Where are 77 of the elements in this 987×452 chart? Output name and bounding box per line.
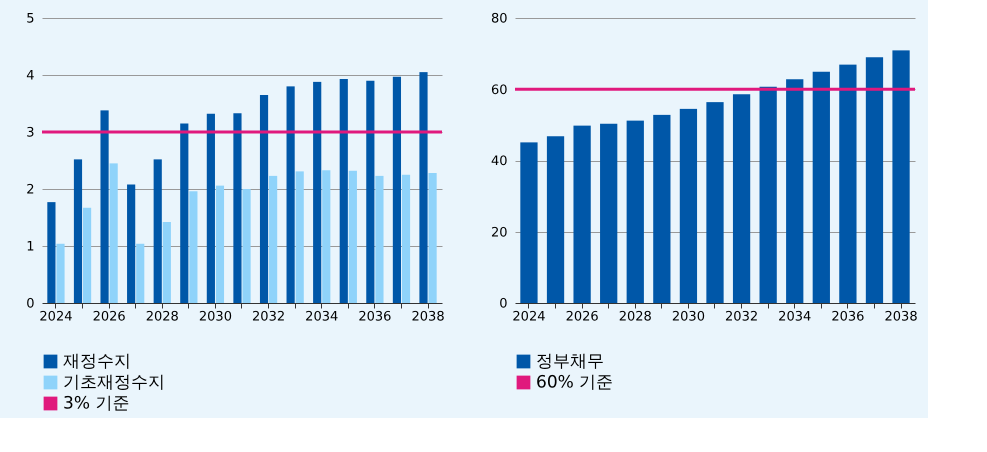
bar	[286, 86, 295, 303]
legend-label: 기초재정수지	[63, 372, 165, 392]
bar	[154, 159, 162, 303]
bar	[322, 170, 330, 303]
bar	[47, 202, 56, 303]
x-tick-label: 2034	[305, 310, 338, 324]
bar	[573, 126, 591, 303]
y-tick-label: 60	[490, 82, 508, 98]
bar	[626, 120, 644, 303]
bar	[296, 171, 304, 303]
y-tick-label: 2	[26, 182, 34, 198]
bar	[242, 189, 251, 303]
bar	[732, 94, 750, 303]
x-tick-label: 2030	[198, 310, 232, 324]
bar	[892, 50, 910, 303]
x-tick-label: 2026	[92, 310, 126, 324]
x-tick-label: 2028	[146, 310, 179, 324]
y-tick-label: 1	[26, 240, 34, 254]
x-tick-label: 2034	[778, 310, 812, 324]
bar	[162, 222, 171, 303]
x-tick-label: 2036	[358, 310, 392, 324]
bar	[127, 184, 136, 303]
bar	[760, 86, 777, 303]
bar	[313, 82, 322, 303]
bar	[419, 72, 428, 303]
x-tick-label: 2036	[831, 310, 864, 324]
x-tick-label: 2024	[39, 310, 72, 324]
bar	[216, 186, 224, 303]
bar	[680, 108, 698, 303]
bar	[136, 244, 144, 303]
bar	[375, 176, 384, 303]
x-tick-label: 2028	[618, 310, 652, 324]
legend-label: 정부채무	[536, 352, 604, 372]
y-tick-label: 20	[490, 225, 508, 240]
bar	[653, 114, 670, 303]
bar	[260, 94, 268, 303]
bar	[74, 159, 82, 303]
x-tick-label: 2024	[512, 310, 546, 324]
bar	[269, 176, 278, 303]
bar	[110, 163, 118, 303]
y-tick-label: 5	[26, 12, 34, 26]
bar	[180, 123, 188, 303]
y-tick-label: 0	[26, 296, 34, 312]
y-tick-label: 80	[490, 12, 508, 26]
bar	[812, 72, 830, 303]
bar	[546, 136, 564, 303]
y-tick-label: 40	[490, 154, 508, 169]
bar	[600, 124, 618, 303]
bar	[428, 173, 437, 303]
legend-label: 재정수지	[63, 352, 131, 372]
y-tick-label: 0	[499, 296, 508, 312]
bar	[866, 57, 884, 303]
x-tick-label: 2032	[252, 310, 286, 324]
bar	[206, 114, 215, 303]
bar	[786, 79, 804, 303]
bar	[520, 142, 538, 303]
bar	[839, 64, 857, 303]
bar	[706, 102, 724, 303]
x-tick-label: 2030	[672, 310, 705, 324]
legend-label: 60% 기준	[536, 372, 614, 392]
bar	[189, 191, 198, 303]
bar	[340, 78, 348, 303]
y-tick-label: 4	[26, 68, 34, 84]
x-tick-label: 2032	[725, 310, 758, 324]
x-tick-label: 2038	[412, 310, 445, 324]
bar	[348, 170, 357, 303]
bar	[56, 244, 65, 303]
bar	[392, 76, 402, 303]
bar	[402, 174, 410, 303]
bar	[100, 110, 109, 303]
legend-label: 3% 기준	[63, 394, 130, 414]
bar	[233, 113, 242, 303]
x-tick-label: 2038	[884, 310, 918, 324]
y-tick-label: 3	[26, 126, 34, 140]
bar	[366, 80, 374, 303]
bar	[82, 208, 92, 303]
x-tick-label: 2026	[566, 310, 599, 324]
